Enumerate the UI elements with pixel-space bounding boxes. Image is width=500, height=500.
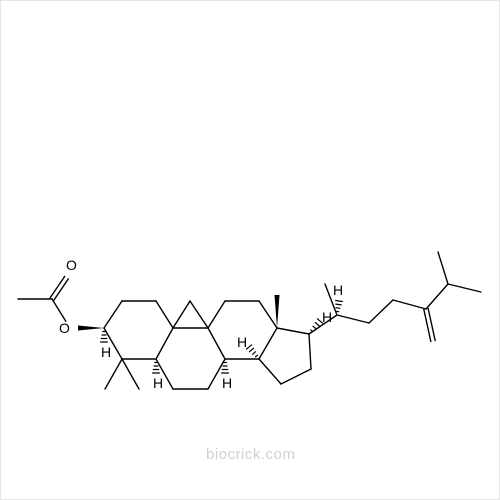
atom-label: O (59, 321, 70, 335)
atom-label: H (222, 376, 232, 390)
atom-label: H (333, 283, 343, 297)
atom-label: H (237, 335, 247, 349)
molecule-svg (1, 1, 500, 500)
watermark: biocrick.com (206, 446, 295, 463)
atom-label: H (101, 345, 111, 359)
atom-label: H (153, 376, 163, 390)
atom-label: H (322, 310, 332, 324)
atom-label: O (66, 258, 77, 272)
structure-canvas: OOHHHHHH biocrick.com (0, 0, 500, 500)
